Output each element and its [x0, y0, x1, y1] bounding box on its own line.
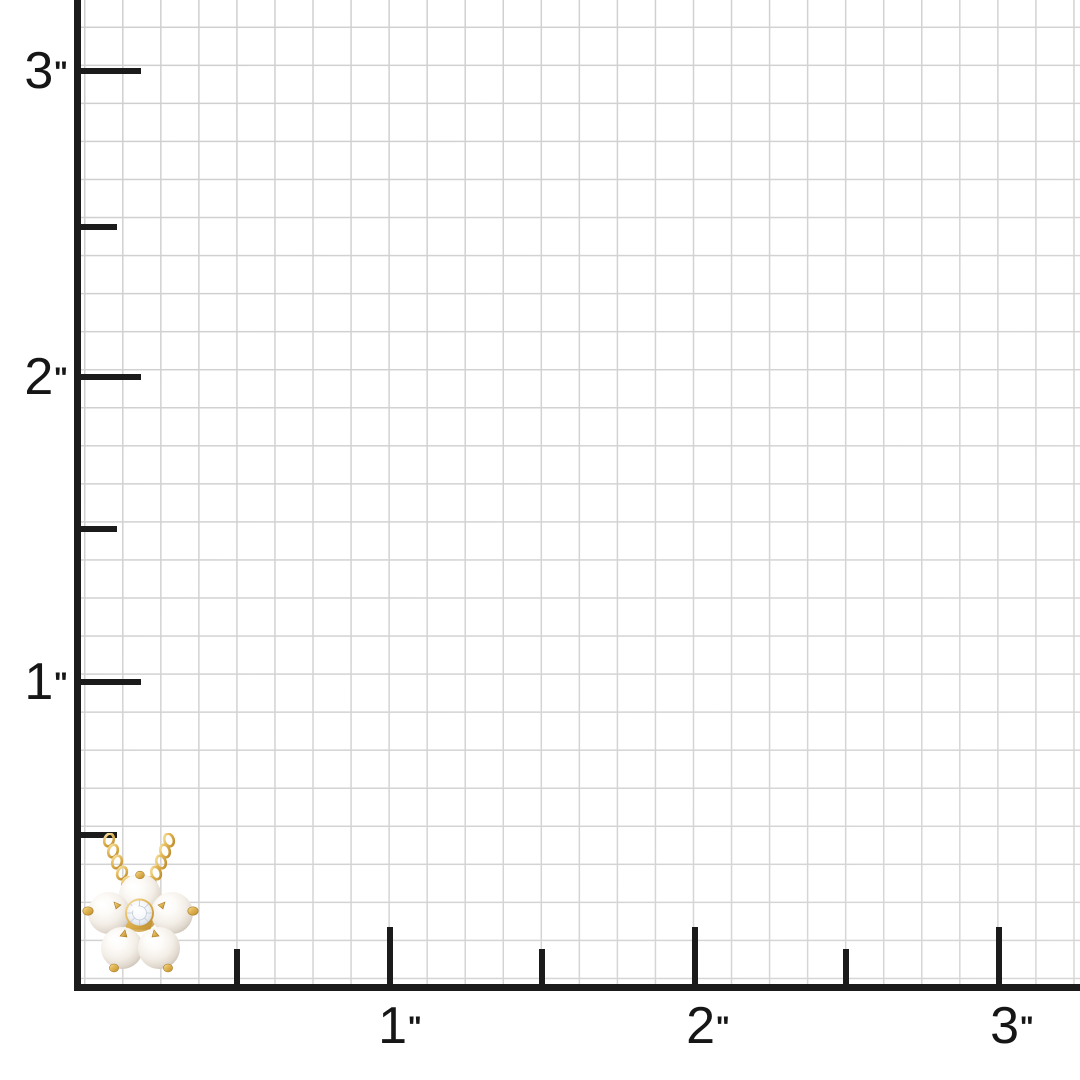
- x-label-2-number: 2: [686, 997, 715, 1055]
- y-label-3-inch-mark: ": [53, 55, 68, 89]
- y-axis-label-3: 3": [0, 42, 68, 100]
- pearl-flower-pendant-necklace-image: [78, 833, 208, 985]
- x-label-2-inch-mark: ": [715, 1010, 730, 1044]
- y-tick-major-3: [81, 68, 141, 74]
- y-label-1-inch-mark: ": [53, 666, 68, 700]
- y-tick-minor-0p5: [81, 832, 117, 838]
- y-tick-minor-1p5: [81, 526, 117, 532]
- y-label-2-inch-mark: ": [53, 361, 68, 395]
- x-label-1-inch-mark: ": [407, 1010, 422, 1044]
- x-label-1-number: 1: [378, 997, 407, 1055]
- y-axis-label-2: 2": [0, 348, 68, 406]
- y-tick-minor-2p5: [81, 224, 117, 230]
- x-tick-major-1: [387, 927, 393, 985]
- pearl-bottom-right: [138, 927, 180, 969]
- x-tick-minor-1p5: [539, 949, 545, 985]
- y-label-3-number: 3: [24, 42, 53, 100]
- y-label-2-number: 2: [24, 348, 53, 406]
- graph-paper-grid: [80, 0, 1080, 988]
- pearl-bottom-left: [101, 927, 143, 969]
- y-tick-major-1: [81, 679, 141, 685]
- x-label-3-number: 3: [990, 997, 1019, 1055]
- y-label-1-number: 1: [24, 653, 53, 711]
- grid-fade-overlay: [80, 0, 1080, 988]
- x-axis-label-2: 2": [686, 997, 730, 1055]
- horizontal-axis-line: [74, 984, 1080, 991]
- x-tick-minor-2p5: [843, 949, 849, 985]
- x-tick-minor-0p5: [234, 949, 240, 985]
- y-axis-label-1: 1": [0, 653, 68, 711]
- gold-prongs: [82, 870, 199, 973]
- x-tick-major-3: [996, 927, 1002, 985]
- x-tick-major-2: [692, 927, 698, 985]
- x-axis-label-1: 1": [378, 997, 422, 1055]
- x-label-3-inch-mark: ": [1019, 1010, 1034, 1044]
- vertical-axis-line: [74, 0, 81, 991]
- pearl-left: [88, 892, 130, 934]
- center-diamond: [125, 898, 154, 928]
- pearl-cluster: [88, 874, 193, 969]
- y-tick-major-2: [81, 374, 141, 380]
- x-axis-label-3: 3": [990, 997, 1034, 1055]
